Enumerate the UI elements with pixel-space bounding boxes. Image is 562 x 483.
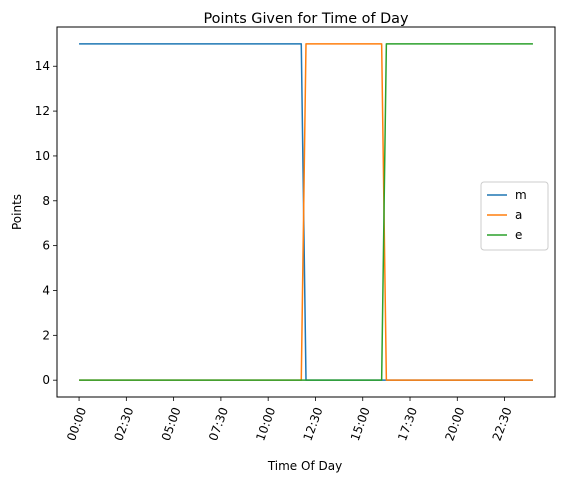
legend-label-a: a bbox=[515, 208, 522, 222]
x-tick-label: 10:00 bbox=[253, 405, 278, 442]
x-tick-label: 02:30 bbox=[111, 405, 136, 442]
y-axis-label: Points bbox=[10, 194, 24, 230]
chart-title: Points Given for Time of Day bbox=[203, 11, 409, 27]
x-tick-label: 15:00 bbox=[348, 405, 373, 442]
x-tick-label: 20:00 bbox=[442, 405, 467, 442]
y-axis: 0 2 4 6 8 10 12 14 bbox=[35, 59, 57, 387]
legend: mae bbox=[480, 181, 549, 251]
x-tick-label: 00:00 bbox=[64, 405, 89, 442]
legend-label-m: m bbox=[515, 188, 527, 202]
y-tick-label: 14 bbox=[35, 59, 50, 73]
series-line-e bbox=[79, 43, 533, 381]
y-tick-label: 12 bbox=[35, 104, 50, 118]
y-tick-label: 0 bbox=[42, 373, 50, 387]
y-tick-label: 8 bbox=[42, 194, 50, 208]
x-axis: 00:00 02:30 05:00 07:30 10:00 12:30 15:00 17:30… bbox=[64, 397, 515, 443]
y-tick-label: 10 bbox=[35, 149, 50, 163]
series-layer bbox=[79, 43, 533, 381]
y-tick-label: 6 bbox=[42, 239, 50, 253]
legend-box bbox=[480, 181, 549, 251]
x-axis-label: Time Of Day bbox=[267, 459, 342, 473]
x-tick-label: 12:30 bbox=[301, 405, 326, 442]
y-tick-label: 2 bbox=[42, 328, 50, 342]
x-tick-label: 22:30 bbox=[490, 405, 515, 442]
plot-frame bbox=[56, 26, 556, 398]
x-tick-label: 05:00 bbox=[159, 405, 184, 442]
legend-label-e: e bbox=[515, 228, 522, 242]
x-tick-label: 07:30 bbox=[206, 405, 231, 442]
y-tick-label: 4 bbox=[42, 283, 50, 297]
x-tick-label: 17:30 bbox=[395, 405, 420, 442]
